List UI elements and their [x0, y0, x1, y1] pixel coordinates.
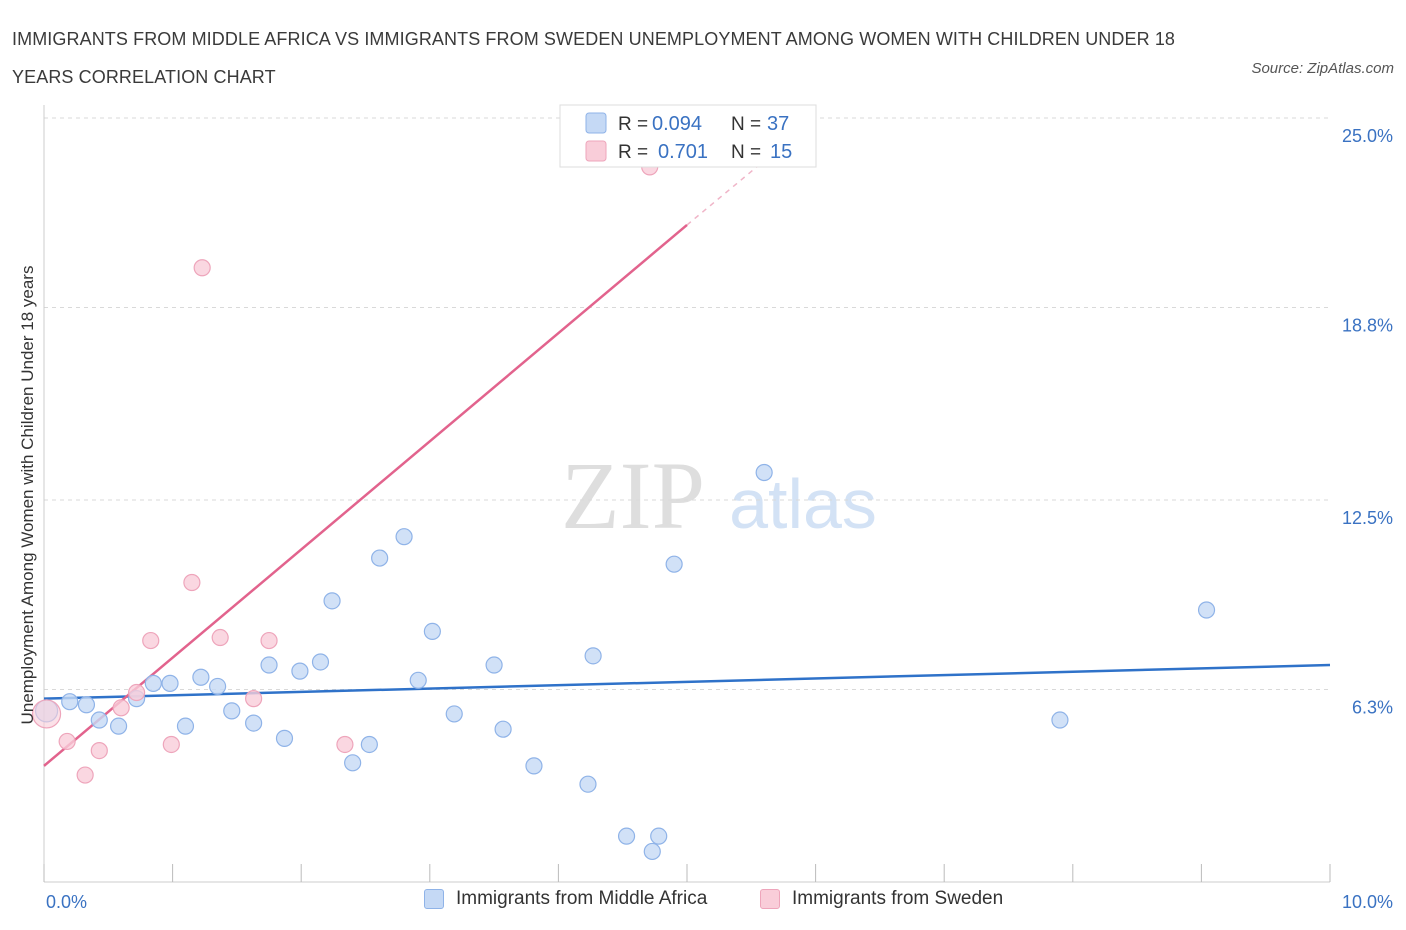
source-label: Source: ZipAtlas.com [1251, 60, 1394, 77]
point-sweden-1 [58, 732, 76, 751]
legend-r-label-2: R = [618, 142, 653, 163]
legend-swatch-sweden [760, 889, 780, 909]
point-middle-africa-10 [209, 677, 227, 696]
point-sweden-0 [31, 699, 62, 729]
point-sweden-12 [260, 631, 278, 650]
watermark: ZIP atlas [561, 442, 877, 549]
legend-n-label-2: N = [731, 142, 766, 163]
point-sweden-13 [336, 735, 354, 754]
point-middle-africa-3 [90, 711, 108, 729]
data-points [31, 158, 1216, 861]
legend-n-label-1: N = [731, 114, 766, 135]
point-middle-africa-17 [323, 592, 341, 610]
point-middle-africa-21 [395, 528, 413, 546]
point-middle-africa-1 [61, 693, 79, 711]
legend-label-middle-africa: Immigrants from Middle Africa [456, 888, 708, 909]
point-middle-africa-8 [176, 717, 195, 735]
legend-swatch-middle-africa [424, 889, 444, 909]
series-legend: Immigrants from Middle Africa Immigrants… [0, 888, 1406, 918]
point-sweden-6 [142, 631, 160, 650]
trend-line-sweden-extension [686, 117, 817, 226]
y-axis-label: Unemployment Among Women with Children U… [18, 265, 37, 725]
point-sweden-7 [162, 735, 180, 754]
point-sweden-9 [193, 259, 211, 277]
watermark-atlas: atlas [729, 465, 877, 543]
point-middle-africa-35 [1051, 711, 1069, 729]
point-middle-africa-26 [494, 720, 512, 738]
point-sweden-3 [90, 741, 108, 760]
point-middle-africa-12 [245, 714, 263, 732]
point-middle-africa-22 [409, 671, 427, 689]
watermark-zip: ZIP [561, 442, 705, 549]
legend-n-value-1: 37 [767, 113, 789, 135]
point-middle-africa-34 [755, 463, 773, 482]
legend-label-sweden: Immigrants from Sweden [792, 888, 1004, 909]
y-tick-label-1: 12.5% [1342, 508, 1393, 528]
point-middle-africa-23 [423, 622, 441, 641]
correlation-legend: R = 0.094 N = 37 R = 0.701 N = 15 [559, 104, 817, 168]
point-sweden-8 [183, 573, 201, 592]
point-middle-africa-28 [579, 775, 597, 793]
point-sweden-4 [112, 699, 130, 717]
point-middle-africa-31 [643, 842, 661, 861]
legend-r-value-2: 0.701 [658, 141, 708, 163]
point-middle-africa-13 [260, 656, 278, 674]
point-middle-africa-16 [311, 653, 330, 671]
point-middle-africa-27 [525, 757, 543, 775]
tick-labels: 6.3% 12.5% 18.8% 25.0% 0.0% 10.0% [46, 126, 1393, 912]
legend-swatch-pink [585, 140, 607, 162]
point-middle-africa-9 [192, 668, 210, 686]
y-tick-label-3: 25.0% [1342, 126, 1393, 146]
axes [43, 105, 1331, 883]
point-sweden-11 [245, 690, 263, 708]
chart-title: IMMIGRANTS FROM MIDDLE AFRICA VS IMMIGRA… [12, 29, 1176, 87]
point-middle-africa-32 [650, 827, 668, 845]
point-middle-africa-20 [371, 549, 389, 567]
point-middle-africa-36 [1197, 601, 1216, 619]
point-sweden-5 [127, 683, 146, 702]
point-sweden-10 [211, 628, 229, 647]
point-middle-africa-25 [485, 656, 503, 674]
point-middle-africa-19 [360, 735, 378, 754]
point-sweden-2 [76, 766, 94, 784]
x-tick-label-1: 10.0% [1342, 892, 1393, 912]
y-tick-label-2: 18.8% [1342, 315, 1393, 335]
x-tick-label-0: 0.0% [46, 892, 87, 912]
point-middle-africa-24 [445, 705, 463, 723]
point-middle-africa-6 [144, 674, 162, 692]
point-middle-africa-14 [275, 729, 294, 747]
legend-item-sweden: Immigrants from Sweden [760, 888, 1003, 910]
point-middle-africa-29 [584, 647, 602, 665]
trend-line-middle-africa [43, 663, 1331, 700]
point-middle-africa-33 [665, 555, 683, 573]
point-middle-africa-18 [344, 754, 362, 772]
legend-item-middle-africa: Immigrants from Middle Africa [424, 888, 707, 910]
legend-r-label-1: R = [618, 114, 653, 135]
point-middle-africa-15 [291, 662, 309, 680]
legend-r-value-1: 0.094 [652, 113, 702, 135]
y-tick-label-0: 6.3% [1352, 697, 1393, 717]
point-middle-africa-30 [617, 827, 636, 845]
legend-swatch-blue [585, 112, 607, 134]
legend-n-value-2: 15 [770, 141, 792, 163]
point-middle-africa-11 [223, 702, 241, 720]
point-middle-africa-2 [77, 696, 96, 714]
point-middle-africa-4 [109, 717, 128, 735]
point-middle-africa-7 [161, 674, 179, 692]
